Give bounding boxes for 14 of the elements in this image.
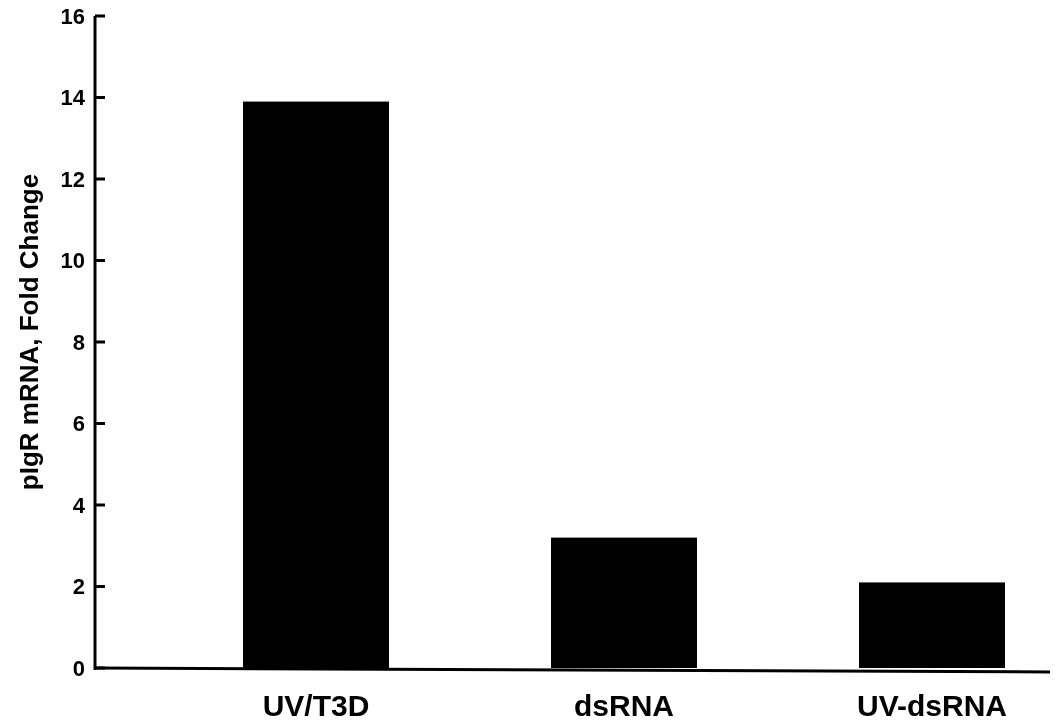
y-tick-label: 2 (72, 574, 85, 600)
y-tick-label: 10 (60, 248, 85, 274)
bar (859, 582, 1005, 668)
y-tick-label: 0 (72, 655, 85, 681)
y-axis-title: pIgR mRNA, Fold Change (14, 173, 44, 491)
y-tick-label: 6 (72, 411, 85, 437)
x-tick-label: UV-dsRNA (856, 689, 1008, 722)
y-tick-label: 4 (72, 492, 86, 518)
y-tick-label: 14 (60, 85, 86, 111)
y-tick-label: 8 (72, 329, 85, 355)
x-tick-label: dsRNA (573, 689, 675, 722)
y-tick-label: 16 (60, 3, 85, 29)
x-tick-label: UV/T3D (262, 689, 370, 722)
y-tick-label: 12 (60, 166, 85, 192)
